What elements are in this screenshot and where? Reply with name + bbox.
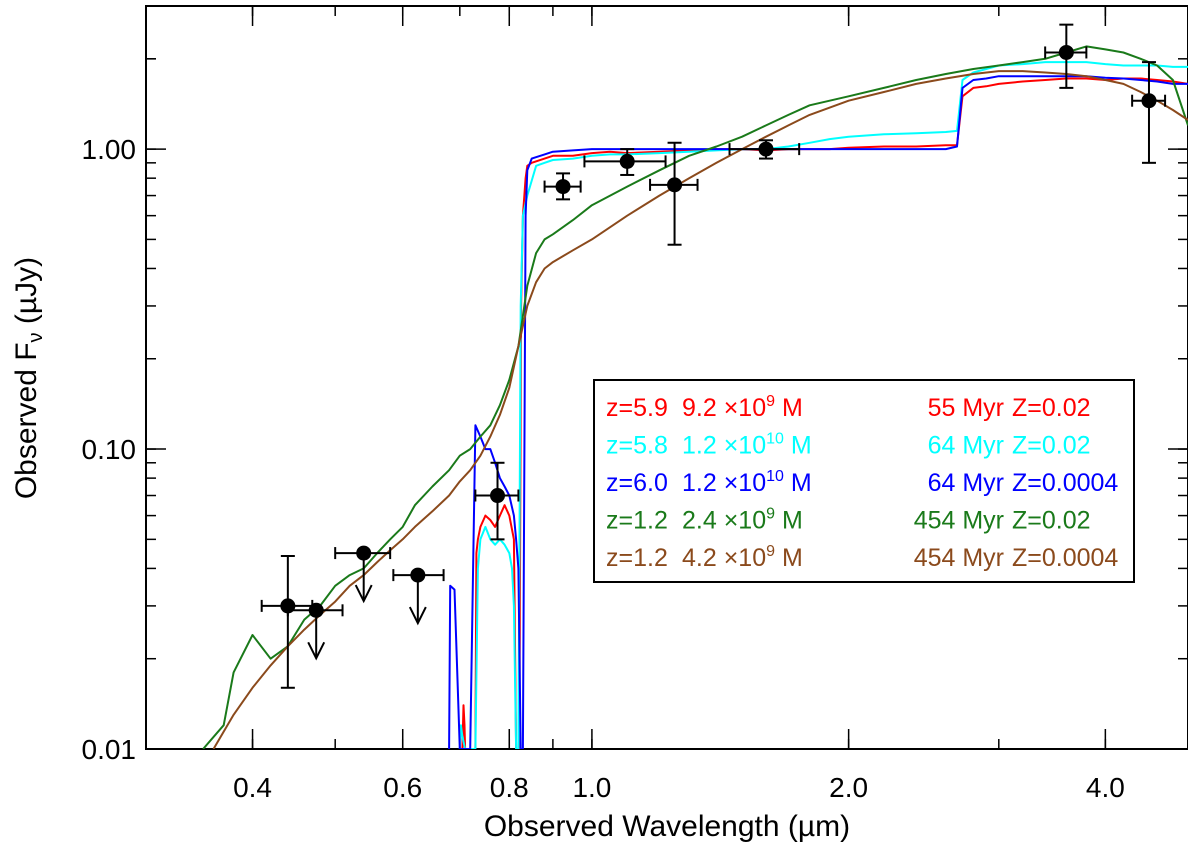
x-tick-label: 1.0 xyxy=(572,772,611,803)
x-axis-title: Observed Wavelength (µm) xyxy=(484,810,850,843)
data-point-10 xyxy=(1044,23,1088,89)
y-axis-title: Observed Fν (µJy) xyxy=(10,257,47,499)
data-point-6 xyxy=(543,172,582,201)
legend-mass: 2.4 ×109 M xyxy=(682,506,803,535)
data-point-3 xyxy=(334,545,392,604)
data-point-marker xyxy=(758,141,774,157)
data-point-marker xyxy=(555,179,571,195)
legend-mass: 4.2 ×109 M xyxy=(682,543,803,572)
data-point-marker xyxy=(308,602,324,618)
data-point-marker xyxy=(490,488,506,504)
plot-area xyxy=(145,5,1188,750)
legend-row-2: z=5.8 1.2 ×1010 M 64 Myr Z=0.02 xyxy=(606,431,1091,460)
upper-limit-arrowhead xyxy=(408,606,427,626)
legend-age: 64 Myr xyxy=(928,432,1004,460)
x-tick-label: 4.0 xyxy=(1086,772,1125,803)
legend-redshift: z=1.2 xyxy=(606,507,668,535)
legend-metallicity: Z=0.02 xyxy=(1012,507,1091,535)
data-point-2 xyxy=(286,602,344,661)
legend-row-1: z=5.9 9.2 ×109 M 55 Myr Z=0.02 xyxy=(606,393,1091,422)
legend-row-3: z=6.0 1.2 ×1010 M 64 Myr Z=0.0004 xyxy=(606,468,1118,497)
legend-age: 64 Myr xyxy=(928,469,1004,497)
legend-row-4: z=1.2 2.4 ×109 M 454 Myr Z=0.02 xyxy=(606,506,1091,535)
series-line-4 xyxy=(202,45,1188,749)
y-tick-label: 0.10 xyxy=(82,434,137,465)
series-line-5 xyxy=(212,70,1188,749)
legend-age: 55 Myr xyxy=(928,394,1004,422)
data-point-marker xyxy=(619,153,635,169)
legend-age: 454 Myr xyxy=(914,544,1004,572)
data-point-11 xyxy=(1131,61,1167,164)
series-line-3 xyxy=(448,75,1188,749)
legend-mass: 1.2 ×1010 M xyxy=(682,468,812,497)
data-point-4 xyxy=(392,567,445,626)
data-point-9 xyxy=(728,139,801,160)
y-tick-label: 0.01 xyxy=(82,734,137,765)
data-point-8 xyxy=(649,141,699,246)
data-point-marker xyxy=(667,177,683,193)
x-tick-label: 0.6 xyxy=(383,772,422,803)
legend-age: 454 Myr xyxy=(914,507,1004,535)
data-point-7 xyxy=(583,148,667,176)
series-line-1 xyxy=(461,77,1188,749)
legend-redshift: z=5.8 xyxy=(606,432,668,460)
legend-redshift: z=5.9 xyxy=(606,394,668,422)
legend-metallicity: Z=0.02 xyxy=(1012,394,1091,422)
data-point-marker xyxy=(410,567,426,583)
legend-row-5: z=1.2 4.2 ×109 M 454 Myr Z=0.0004 xyxy=(606,543,1118,572)
data-point-5 xyxy=(474,461,520,541)
legend-redshift: z=6.0 xyxy=(606,469,668,497)
legend: z=5.9 9.2 ×109 M 55 Myr Z=0.02 z=5.8 1.2 ×101… xyxy=(593,379,1135,583)
x-axis: 0.4 0.6 0.8 1.0 2.0 4.0 xyxy=(145,6,1188,803)
upper-limit-arrowhead xyxy=(354,584,373,604)
upper-limit-arrowhead xyxy=(307,641,326,661)
legend-box xyxy=(593,379,1135,583)
legend-redshift: z=1.2 xyxy=(606,544,668,572)
legend-metallicity: Z=0.0004 xyxy=(1012,469,1118,497)
data-point-marker xyxy=(356,545,372,561)
data-point-marker xyxy=(1058,44,1074,60)
data-points-layer xyxy=(260,23,1167,689)
x-tick-label: 0.8 xyxy=(490,772,529,803)
legend-mass: 9.2 ×109 M xyxy=(682,393,803,422)
legend-metallicity: Z=0.02 xyxy=(1012,432,1091,460)
x-tick-label: 2.0 xyxy=(829,772,868,803)
legend-metallicity: Z=0.0004 xyxy=(1012,544,1118,572)
data-point-marker xyxy=(1141,93,1157,109)
y-axis: 0.01 0.10 1.00 xyxy=(82,5,1188,765)
legend-mass: 1.2 ×1010 M xyxy=(682,431,812,460)
y-tick-label: 1.00 xyxy=(82,134,137,165)
x-tick-label: 0.4 xyxy=(233,772,272,803)
